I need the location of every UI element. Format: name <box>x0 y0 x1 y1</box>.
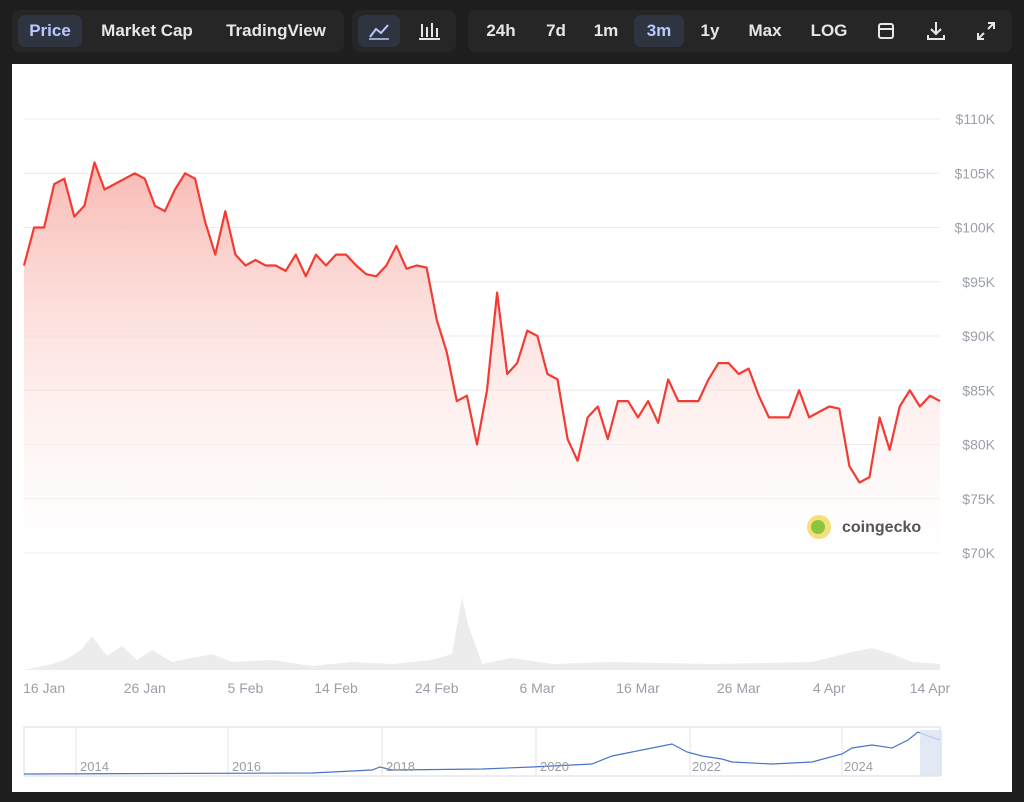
icon <box>927 22 945 40</box>
x-tick-label: 16 Jan <box>23 680 65 696</box>
navigator-label: 2022 <box>692 759 721 774</box>
range-button[interactable]: 7d <box>546 21 566 40</box>
x-tick-label: 4 Apr <box>813 680 846 696</box>
navigator-label: 2024 <box>844 759 873 774</box>
range-button[interactable]: 3m <box>634 15 684 47</box>
watermark: coingecko <box>842 519 921 536</box>
y-tick-label: $105K <box>955 165 996 181</box>
y-tick-label: $110K <box>956 111 996 127</box>
download-button[interactable] <box>916 15 956 47</box>
x-tick-label: 24 Feb <box>415 680 459 696</box>
range-group <box>468 10 1012 52</box>
range-button[interactable]: Max <box>748 21 782 40</box>
y-tick-label: $75K <box>962 491 995 507</box>
y-tick-label: $85K <box>962 382 995 398</box>
icon <box>419 23 440 40</box>
volume-area <box>24 597 940 670</box>
y-tick-label: $100K <box>955 220 996 236</box>
y-tick-label: $95K <box>962 274 995 290</box>
watermark-logo-inner <box>811 520 825 534</box>
icon <box>369 24 389 40</box>
price-line <box>22 161 941 484</box>
range-button[interactable]: LOG <box>810 21 848 40</box>
navigator-label: 2016 <box>232 759 261 774</box>
y-tick-label: $80K <box>962 437 995 453</box>
chart-panel: coingecko $70K $75K $80K $85K $90K $95K $100K $… <box>12 64 1012 792</box>
icon <box>878 23 894 39</box>
range-button[interactable]: 1m <box>593 21 619 40</box>
x-tick-label: 14 Apr <box>910 680 951 696</box>
x-tick-label: 16 Mar <box>616 680 660 696</box>
fullscreen-button[interactable] <box>966 15 1006 47</box>
range-button[interactable]: 1y <box>700 21 720 40</box>
x-tick-label: 5 Feb <box>228 680 264 696</box>
y-tick-label: $90K <box>962 328 995 344</box>
navigator-selection[interactable] <box>920 730 942 776</box>
navigator-label: 2020 <box>540 759 569 774</box>
x-tick-label: 26 Jan <box>124 680 166 696</box>
candle-chart-button[interactable] <box>408 15 450 47</box>
tab-button[interactable]: Market Cap <box>101 21 193 40</box>
tab-button[interactable]: TradingView <box>226 21 326 40</box>
navigator-label: 2014 <box>80 759 109 774</box>
icon <box>977 22 995 40</box>
tab-button[interactable]: Price <box>18 15 82 47</box>
calendar-button[interactable] <box>866 15 906 47</box>
x-tick-label: 26 Mar <box>717 680 761 696</box>
x-tick-label: 6 Mar <box>519 680 555 696</box>
y-tick-label: $70K <box>962 545 995 561</box>
navigator-line <box>23 731 941 775</box>
range-button[interactable]: 24h <box>486 21 516 40</box>
price-area <box>24 162 940 553</box>
x-tick-label: 14 Feb <box>314 680 358 696</box>
line-chart-button[interactable] <box>358 15 400 47</box>
navigator-label: 2018 <box>386 759 415 774</box>
